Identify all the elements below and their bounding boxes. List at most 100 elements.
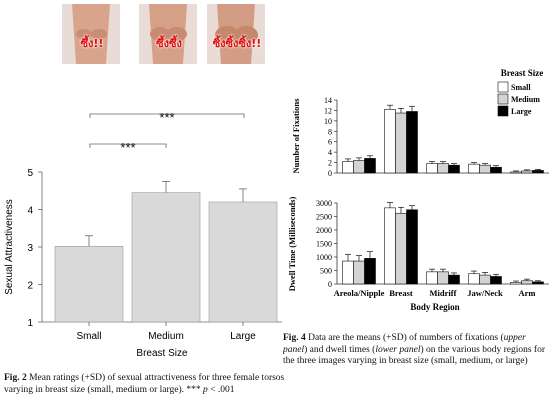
legend-label: Small	[511, 83, 531, 92]
fig4-caption-upper: upper panel	[283, 333, 526, 355]
upper-y-axis-label: Number of Fixations	[291, 98, 301, 174]
sig-bracket-small-large	[89, 113, 245, 118]
y-tick-label: 3000	[316, 199, 332, 208]
bar-medium	[521, 170, 533, 174]
y-tick-label: 6	[328, 138, 332, 147]
bar-small	[384, 207, 396, 285]
fig4-caption-text-a: Data are the means (+SD) of numbers of f…	[305, 333, 504, 343]
fig4-caption-lower: lower panel	[375, 344, 421, 355]
fig2-y-tick-label: 5	[27, 168, 33, 179]
y-tick-label: 12	[324, 106, 332, 115]
bar-small	[468, 163, 480, 174]
bar-small	[384, 109, 396, 174]
x-tick-label: Arm	[519, 288, 536, 298]
fig4-caption-text-b: ) and dwell times (	[304, 344, 376, 355]
bar-large	[490, 276, 502, 285]
bar-medium	[395, 112, 407, 174]
bar-medium	[521, 280, 533, 285]
fig2-caption-text: Mean ratings (+SD) of sexual attractiven…	[4, 373, 285, 395]
bar-small	[426, 271, 438, 285]
bar-large	[364, 258, 376, 285]
legend-label: Large	[511, 107, 532, 116]
fig2-y-axis-label: Sexual Attractiveness	[4, 199, 15, 295]
torso-illustration	[139, 4, 197, 64]
lower-y-axis-label: Dwell Time (Milliseconds)	[287, 197, 297, 292]
y-tick-label: 14	[324, 96, 332, 105]
y-tick-label: 2	[328, 159, 332, 168]
fig2-caption-p: p	[203, 384, 208, 395]
x-tick-label: Midriff	[430, 288, 457, 298]
bar-large	[490, 166, 502, 174]
sig-bracket-small-medium	[89, 143, 167, 148]
sig-label-small-large: ***	[159, 110, 174, 125]
fig2-caption: Fig. 2 Mean ratings (+SD) of sexual attr…	[4, 373, 289, 396]
y-tick-label: 10	[324, 117, 332, 126]
bar-large	[532, 281, 544, 285]
fig2-y-tick-label: 3	[27, 243, 33, 254]
legend-label: Medium	[511, 95, 540, 104]
y-tick-label: 4	[328, 148, 332, 157]
bar-medium	[395, 212, 407, 285]
torso-overlay-text: ซิ้งซิ้งซิ้ง!!	[212, 37, 262, 50]
legend-swatch-large	[497, 105, 509, 117]
fig2-caption-tail: < .001	[207, 384, 235, 395]
y-tick-label: 2500	[316, 213, 332, 222]
bar-small	[510, 171, 522, 174]
fig4-caption-label: Fig. 4	[283, 333, 306, 343]
fig2-x-axis-label: Breast Size	[136, 348, 188, 359]
fig4-caption-text-c: ) on the various body regions for the th…	[283, 344, 545, 367]
legend-swatch-medium	[497, 93, 509, 105]
bar-large	[406, 111, 418, 174]
fig2-x-tick-label: Medium	[148, 331, 184, 342]
x-tick-label: Areola/Nipple	[334, 288, 385, 298]
bar-small	[342, 161, 354, 174]
fig2-caption-label: Fig. 2	[4, 373, 27, 383]
y-tick-label: 8	[328, 127, 332, 136]
y-tick-label: 1000	[316, 253, 332, 262]
y-tick-label: 0	[328, 169, 332, 178]
torso-image-large: ซิ้งซิ้งซิ้ง!!	[207, 4, 265, 64]
fig2-caption-sig: ***	[186, 384, 204, 395]
fig2-x-tick-label: Small	[76, 331, 101, 342]
torso-image-small: ซึ้ง!!	[62, 4, 120, 64]
x-tick-label: Jaw/Neck	[467, 288, 503, 298]
bar-large	[448, 164, 460, 174]
legend-title: Breast Size	[501, 68, 544, 78]
bar-medium	[353, 260, 365, 285]
torso-illustration	[62, 4, 120, 64]
bar-small	[426, 163, 438, 174]
fig2-bar-large	[208, 201, 278, 323]
torso-overlay-text: ซึ้ง!!	[80, 37, 104, 50]
bar-large	[406, 209, 418, 285]
bar-large	[448, 274, 460, 285]
sig-label-small-medium: ***	[120, 140, 135, 155]
torso-illustration	[207, 4, 265, 64]
y-tick-label: 2000	[316, 226, 332, 235]
torso-image-medium: ซึ้งซึ้ง	[139, 4, 197, 64]
fig4-x-axis-label: Body Region	[410, 302, 459, 312]
fig2-y-tick-label: 1	[27, 318, 33, 329]
bar-small	[510, 282, 522, 285]
bar-medium	[353, 160, 365, 174]
fig2-y-tick-label: 4	[27, 206, 33, 217]
bar-medium	[437, 271, 449, 285]
legend: Small Medium Large	[497, 81, 540, 117]
bar-large	[364, 158, 376, 174]
bar-medium	[479, 164, 491, 174]
bar-small	[342, 260, 354, 285]
bar-medium	[479, 274, 491, 285]
y-tick-label: 500	[320, 267, 332, 276]
y-tick-label: 0	[328, 280, 332, 289]
torso-overlay-text: ซึ้งซึ้ง	[156, 37, 182, 50]
bar-medium	[437, 163, 449, 174]
bar-small	[468, 273, 480, 285]
x-tick-label: Breast	[389, 288, 413, 298]
fig4-x-labels: Areola/Nipple Breast Midriff Jaw/Neck Arm Bo…	[334, 288, 536, 312]
fig2-bar-small	[54, 245, 124, 323]
fig4-caption: Fig. 4 Data are the means (+SD) of numbe…	[283, 333, 549, 373]
legend-swatch-small	[497, 81, 509, 93]
y-tick-label: 1500	[316, 240, 332, 249]
fig2-y-tick-label: 2	[27, 281, 33, 292]
